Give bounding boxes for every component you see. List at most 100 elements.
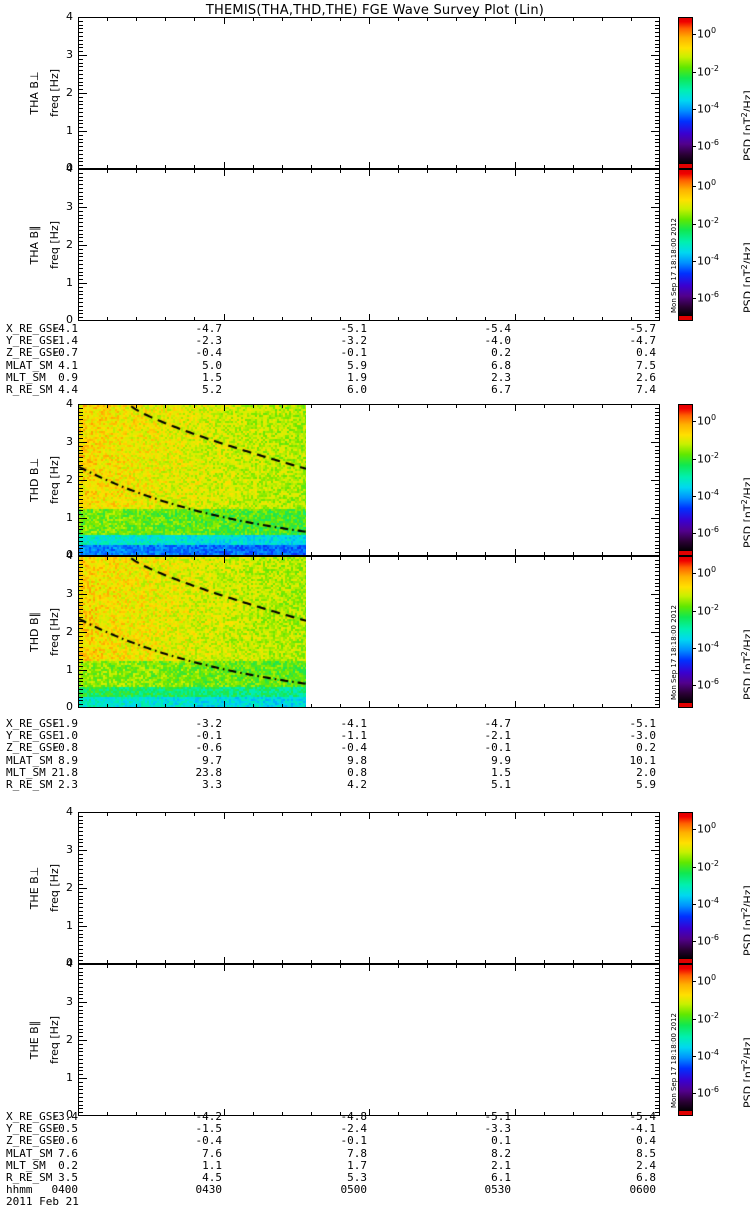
ephemeris-value: 6.7 xyxy=(491,383,511,396)
tick-mark xyxy=(651,1040,660,1041)
tick-mark xyxy=(655,967,660,969)
tick-mark xyxy=(78,701,79,708)
ephemeris-value: 5.1 xyxy=(491,778,511,791)
tick-mark xyxy=(630,964,632,968)
ephemeris-value: 2.6 xyxy=(636,370,656,384)
tick-mark xyxy=(107,317,109,321)
tick-mark xyxy=(655,449,660,451)
tick-mark xyxy=(369,1109,370,1116)
panel-the-bperp[interactable] xyxy=(78,812,660,964)
tick-mark xyxy=(78,302,83,303)
tick-mark xyxy=(572,704,574,708)
tick-mark xyxy=(693,146,696,148)
tick-mark xyxy=(655,815,660,817)
colorbar-the-bperp xyxy=(678,812,693,964)
tick-mark xyxy=(398,404,400,408)
tick-mark xyxy=(78,865,83,867)
tick-mark xyxy=(165,169,167,173)
tick-mark xyxy=(78,578,83,580)
y-tick-label: 4 xyxy=(66,10,73,23)
tick-mark xyxy=(78,286,83,288)
tick-mark xyxy=(339,1112,341,1116)
tick-mark xyxy=(194,17,196,21)
tick-mark xyxy=(78,529,83,531)
tick-mark xyxy=(485,404,487,408)
tick-mark xyxy=(655,869,660,870)
ephemeris-value: -5.1 xyxy=(484,1110,512,1123)
tick-mark xyxy=(655,990,660,992)
tick-mark xyxy=(281,964,283,968)
tick-mark xyxy=(78,929,83,931)
tick-mark xyxy=(655,28,660,30)
tick-mark xyxy=(78,168,87,169)
tick-mark xyxy=(655,654,660,656)
tick-mark xyxy=(655,195,660,197)
tick-mark xyxy=(693,260,696,262)
tick-mark xyxy=(78,134,83,136)
tick-mark xyxy=(630,169,632,173)
tick-mark xyxy=(655,945,660,946)
tick-mark xyxy=(655,305,660,307)
tick-mark xyxy=(456,964,458,968)
y-axis-title: freq [Hz] xyxy=(48,455,61,505)
panel-tha-bperp[interactable] xyxy=(78,17,660,169)
tick-mark xyxy=(78,275,83,277)
tick-mark xyxy=(78,85,83,87)
x-tick-label: 0600 xyxy=(629,1183,657,1197)
tick-mark xyxy=(78,834,83,836)
y-tick-label: 3 xyxy=(66,435,73,448)
tick-mark xyxy=(369,957,370,964)
tick-mark xyxy=(655,302,660,303)
tick-mark xyxy=(78,169,87,170)
tick-mark xyxy=(78,673,83,675)
tick-mark xyxy=(485,812,487,816)
tick-mark xyxy=(693,647,696,649)
tick-mark xyxy=(655,998,660,1000)
tick-mark xyxy=(655,286,660,288)
tick-mark xyxy=(78,544,83,546)
tick-mark xyxy=(693,71,696,73)
tick-mark xyxy=(78,700,83,702)
tick-mark xyxy=(78,123,83,125)
tick-mark xyxy=(630,317,632,321)
tick-mark xyxy=(339,960,341,964)
tick-mark xyxy=(655,43,660,45)
tick-mark xyxy=(78,552,83,554)
tick-mark xyxy=(78,986,83,988)
tick-mark xyxy=(78,70,83,72)
tick-mark xyxy=(630,812,632,816)
tick-mark xyxy=(693,573,696,575)
tick-mark xyxy=(651,812,660,813)
hhmm-row-label: hhmm xyxy=(6,1183,33,1197)
tick-mark xyxy=(78,945,83,946)
tick-mark xyxy=(651,888,660,889)
tick-mark xyxy=(655,1074,660,1076)
tick-mark xyxy=(78,521,83,523)
tick-mark xyxy=(252,812,254,816)
tick-mark xyxy=(78,169,79,176)
colorbar-tick-label: 10-2 xyxy=(697,215,719,231)
tick-mark xyxy=(655,838,660,840)
tick-mark xyxy=(78,1032,83,1034)
tick-mark xyxy=(655,112,660,113)
tick-mark xyxy=(655,540,660,542)
y-tick-label: 4 xyxy=(66,549,73,562)
ephemeris-value: -5.4 xyxy=(629,1110,657,1123)
tick-mark xyxy=(655,639,660,641)
tick-mark xyxy=(78,998,83,1000)
tick-mark xyxy=(655,1081,660,1083)
tick-mark xyxy=(485,165,487,169)
tick-mark xyxy=(78,628,83,630)
tick-mark xyxy=(78,62,83,64)
tick-mark xyxy=(651,963,660,964)
panel-the-bpar[interactable] xyxy=(78,964,660,1116)
y-tick-label: 4 xyxy=(66,805,73,818)
tick-mark xyxy=(655,127,660,129)
tick-mark xyxy=(630,960,632,964)
ephemeris-value: 0.4 xyxy=(636,346,656,360)
tick-mark xyxy=(456,317,458,321)
tick-mark xyxy=(165,964,167,968)
tick-mark xyxy=(655,891,660,893)
tick-mark xyxy=(572,556,574,560)
panel-tha-bpar[interactable] xyxy=(78,169,660,321)
